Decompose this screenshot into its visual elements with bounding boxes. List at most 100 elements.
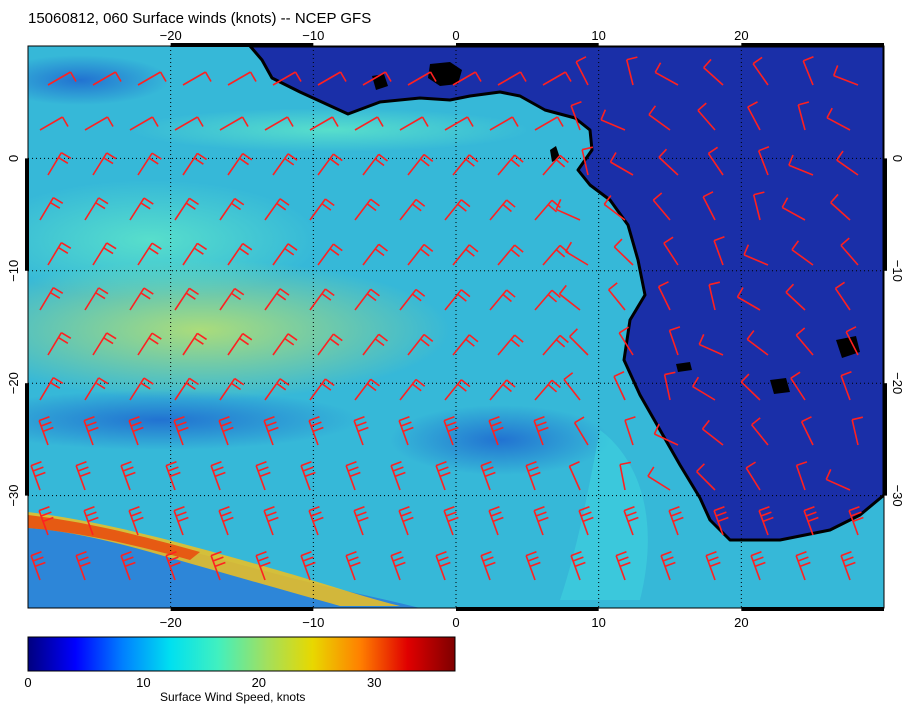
wind-barb — [701, 419, 724, 446]
wind-barb — [803, 506, 819, 536]
wind-barb — [38, 506, 54, 536]
wind-barb — [708, 281, 721, 311]
frame-bar-right — [883, 158, 887, 271]
wind-barb — [399, 116, 429, 131]
africa-land — [248, 46, 884, 542]
wind-barb — [39, 286, 64, 311]
wind-barb — [575, 56, 589, 86]
wind-barb — [705, 551, 721, 581]
wind-barb — [407, 71, 437, 86]
wind-barb — [84, 287, 109, 311]
wind-barb — [740, 373, 761, 401]
wind-barb — [581, 146, 594, 176]
wind-barb — [47, 332, 72, 356]
wind-barb — [660, 551, 676, 581]
wind-barb — [263, 416, 279, 446]
wind-barb — [400, 27, 428, 40]
wind-barb — [443, 416, 459, 446]
lat-label-left: 0 — [6, 155, 21, 162]
wind-barb — [317, 153, 343, 176]
lat-label-right: −20 — [890, 372, 905, 394]
wind-barb — [354, 116, 384, 131]
wind-barb — [407, 333, 434, 356]
wind-barb — [174, 197, 199, 221]
lon-label-top: −20 — [160, 28, 182, 43]
wind-barb — [47, 242, 72, 266]
wind-barb — [654, 62, 679, 86]
wind-barb — [210, 551, 226, 581]
wind-barb — [790, 371, 806, 401]
lon-label-bottom: −10 — [302, 615, 324, 630]
wind-barb — [272, 71, 302, 86]
wind-barb — [264, 116, 294, 131]
frame-bar-bottom — [456, 607, 599, 611]
wind-barb — [309, 198, 335, 221]
wind-barb — [707, 146, 724, 176]
wind-barb — [92, 242, 117, 266]
wind-barb — [317, 243, 343, 266]
wind-barb — [210, 461, 226, 491]
wind-barb — [542, 244, 569, 266]
wind-barb — [300, 461, 316, 491]
wind-barb — [534, 379, 561, 401]
wind-barb — [834, 281, 851, 311]
wind-barb — [555, 199, 581, 221]
wind-barb — [792, 12, 805, 40]
wind-barb — [398, 506, 414, 536]
frame-bar-bottom — [170, 607, 314, 611]
wind-barb — [533, 416, 549, 446]
wind-barb — [843, 12, 854, 40]
wind-barb — [490, 27, 518, 40]
wind-barb — [84, 377, 109, 401]
wind-barb — [137, 71, 167, 86]
wind-barb — [752, 56, 769, 86]
wind-barb — [802, 56, 814, 86]
wind-barb — [137, 152, 162, 176]
wind-barb — [272, 243, 298, 266]
lon-label-top: −10 — [302, 28, 324, 43]
wind-barb — [309, 378, 335, 401]
wind-barb — [39, 196, 64, 221]
frame-bar-left — [25, 158, 29, 271]
wind-barb — [435, 551, 451, 581]
wind-barb — [452, 154, 479, 176]
wind-barb — [165, 461, 181, 491]
frame-bar-left — [25, 383, 29, 496]
wind-barb — [92, 332, 117, 356]
colorbar-label: Surface Wind Speed, knots — [160, 690, 306, 704]
wind-barb — [129, 287, 154, 311]
wind-barb — [263, 506, 279, 536]
wind-barb — [345, 461, 361, 491]
wind-barb — [128, 416, 144, 446]
wind-barb — [399, 198, 426, 221]
wind-barb — [173, 416, 189, 446]
wind-barb — [75, 551, 91, 581]
wind-barb — [750, 551, 766, 581]
wind-barb — [218, 416, 234, 446]
wind-barb — [40, 27, 68, 40]
wind-barb — [120, 461, 136, 491]
wind-barb — [92, 71, 122, 86]
wind-barb — [182, 332, 208, 356]
wind-barb — [836, 150, 859, 176]
wind-barb — [663, 236, 679, 266]
frame-bar-top — [170, 43, 314, 47]
wind-barb — [743, 244, 769, 266]
wind-barb — [182, 242, 208, 266]
wind-barb — [534, 199, 561, 221]
wind-barb — [362, 153, 388, 176]
wind-barb — [444, 379, 471, 401]
colorbar-tick-label: 10 — [136, 675, 150, 690]
wind-barb — [795, 327, 814, 356]
wind-barb — [613, 238, 634, 266]
wind-barb — [255, 461, 271, 491]
wind-barb — [646, 20, 670, 40]
wind-barb — [435, 461, 451, 491]
wind-barb — [542, 154, 569, 176]
wind-barb — [354, 288, 380, 311]
wind-barb — [653, 423, 679, 446]
colorbar-ticks: 0 10 20 30 — [24, 675, 381, 690]
wind-barb — [75, 461, 91, 491]
wind-barb — [227, 152, 253, 176]
wind-barb — [47, 152, 72, 176]
